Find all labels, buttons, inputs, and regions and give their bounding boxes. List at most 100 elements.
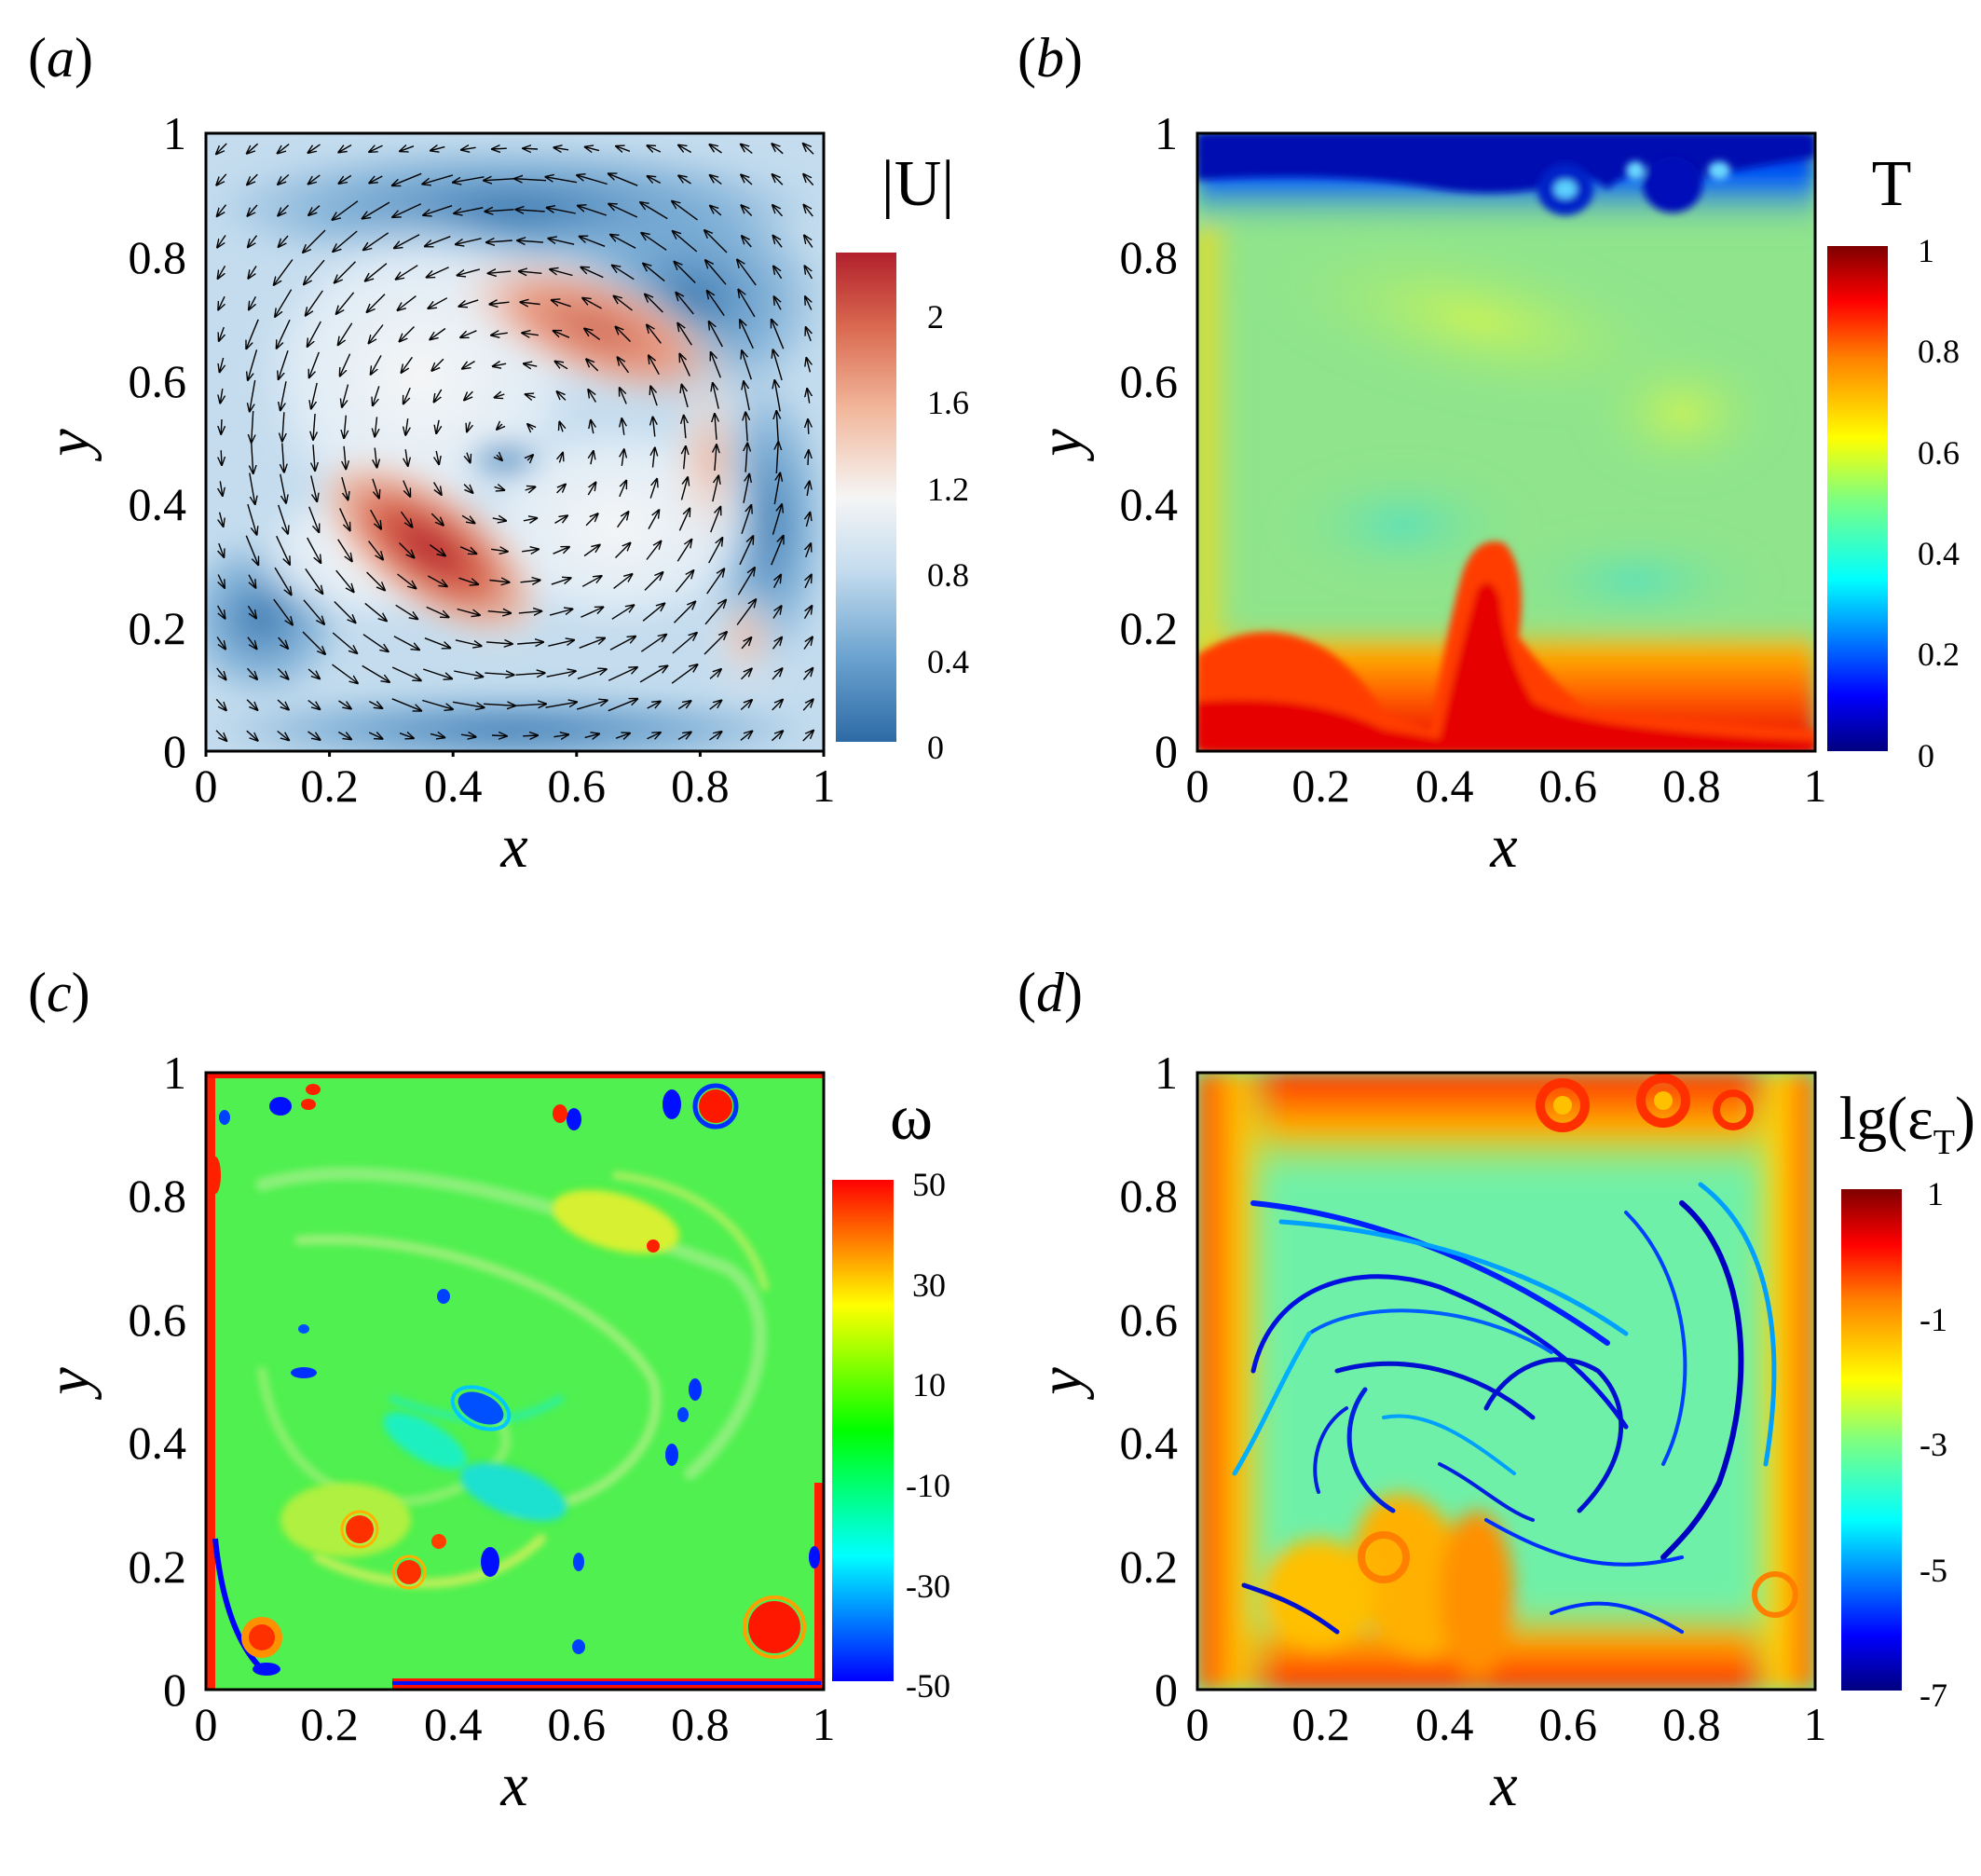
velocity-vector — [772, 606, 782, 619]
velocity-vector — [772, 174, 784, 185]
velocity-vector — [518, 611, 542, 613]
velocity-vector — [467, 421, 471, 432]
x-tick-label: 1 — [813, 1698, 836, 1750]
velocity-vector — [586, 359, 599, 372]
y-tick-label: 0.8 — [1120, 1170, 1179, 1222]
velocity-vector — [649, 479, 657, 499]
velocity-vector — [548, 640, 574, 647]
velocity-vector — [436, 450, 439, 464]
y-tick-label: 0.4 — [129, 1417, 187, 1469]
velocity-vector — [489, 581, 509, 582]
colorbar-tick-label: 0 — [1918, 737, 1934, 774]
colorbar-tick-label: 10 — [912, 1366, 946, 1404]
velocity-vector — [460, 734, 476, 737]
y-tick-label: 0.6 — [129, 1294, 187, 1346]
velocity-vector — [280, 473, 286, 503]
velocity-vector — [249, 295, 255, 309]
velocity-vector — [399, 542, 415, 558]
panel-label-c: (c) — [28, 962, 90, 1023]
velocity-vector — [555, 362, 568, 370]
velocity-vector — [216, 143, 227, 154]
colorbar-tick-label: 1.6 — [927, 384, 969, 421]
y-tick-label: 0 — [163, 1664, 186, 1716]
velocity-vector — [517, 642, 543, 644]
velocity-vector — [806, 513, 810, 527]
velocity-vector — [391, 698, 421, 711]
velocity-vector — [339, 508, 350, 530]
velocity-vector — [647, 325, 662, 344]
velocity-vector — [612, 266, 635, 281]
velocity-vector — [672, 201, 698, 221]
y-axis-label: y — [1027, 429, 1095, 462]
velocity-vector — [303, 599, 324, 624]
y-tick-label: 0.8 — [1120, 231, 1179, 283]
y-tick-label: 0.2 — [129, 602, 187, 654]
velocity-vector — [422, 668, 452, 678]
velocity-vector — [491, 735, 507, 736]
velocity-vector — [457, 608, 480, 616]
colorbar-tick-label: -50 — [906, 1667, 950, 1705]
velocity-vector — [680, 477, 689, 500]
velocity-vector — [772, 205, 784, 217]
velocity-vector — [736, 599, 756, 625]
colorbar-title: ω — [890, 1082, 933, 1154]
velocity-vector — [671, 664, 697, 684]
velocity-vector — [493, 363, 507, 366]
velocity-vector — [362, 634, 389, 652]
velocity-vector — [364, 602, 387, 621]
velocity-vector — [495, 394, 505, 398]
velocity-vector — [344, 415, 346, 439]
x-tick-label: 0 — [195, 760, 218, 812]
colorbar-title: |U| — [881, 148, 955, 220]
x-axis-label: x — [1489, 1751, 1517, 1819]
velocity-vector — [737, 260, 757, 286]
velocity-vector — [252, 410, 253, 443]
velocity-vector — [246, 319, 259, 349]
velocity-vector — [216, 605, 225, 619]
velocity-vector — [282, 443, 284, 472]
y-axis-label: y — [34, 429, 102, 462]
velocity-vector — [614, 296, 633, 311]
velocity-vector — [307, 321, 321, 347]
velocity-vector — [304, 259, 325, 284]
velocity-vector — [808, 419, 809, 434]
velocity-vector — [803, 606, 813, 620]
velocity-vector — [773, 267, 783, 280]
velocity-vector — [308, 205, 321, 215]
velocity-vector — [454, 207, 484, 213]
velocity-vector — [653, 448, 655, 468]
y-axis-d: 0 0.2 0.4 0.6 0.8 1 y — [1027, 1047, 1178, 1716]
colorbar-title: lg(εT) — [1839, 1085, 1975, 1162]
velocity-vector — [740, 732, 752, 741]
velocity-vector — [430, 733, 444, 737]
velocity-vector — [807, 389, 810, 404]
velocity-vector — [704, 230, 728, 253]
colorbar-tick-label: 0.6 — [1918, 434, 1960, 472]
velocity-vector — [579, 638, 605, 649]
velocity-vector — [307, 668, 320, 678]
velocity-vector — [744, 381, 750, 411]
y-tick-label: 0 — [163, 725, 186, 777]
velocity-vector — [648, 145, 662, 152]
velocity-vector — [741, 505, 751, 535]
velocity-vector — [311, 382, 318, 409]
velocity-vector — [709, 732, 722, 741]
velocity-vector — [515, 673, 545, 675]
velocity-vector — [705, 260, 727, 285]
velocity-vector — [370, 509, 381, 528]
velocity-vector — [741, 175, 753, 185]
velocity-vector — [333, 230, 358, 252]
plot-area-d — [1197, 1073, 1815, 1690]
velocity-vector — [547, 208, 576, 214]
velocity-vector — [613, 574, 633, 589]
velocity-vector — [215, 698, 226, 710]
velocity-vector — [640, 635, 666, 652]
velocity-vector — [774, 575, 781, 589]
panel-c: (c) — [28, 962, 950, 1819]
velocity-vector — [400, 146, 415, 152]
velocity-vector — [773, 473, 780, 505]
x-tick-label: 0.6 — [1539, 1698, 1598, 1750]
velocity-vector — [309, 351, 320, 377]
velocity-vector — [249, 472, 255, 505]
velocity-vector — [455, 639, 482, 646]
